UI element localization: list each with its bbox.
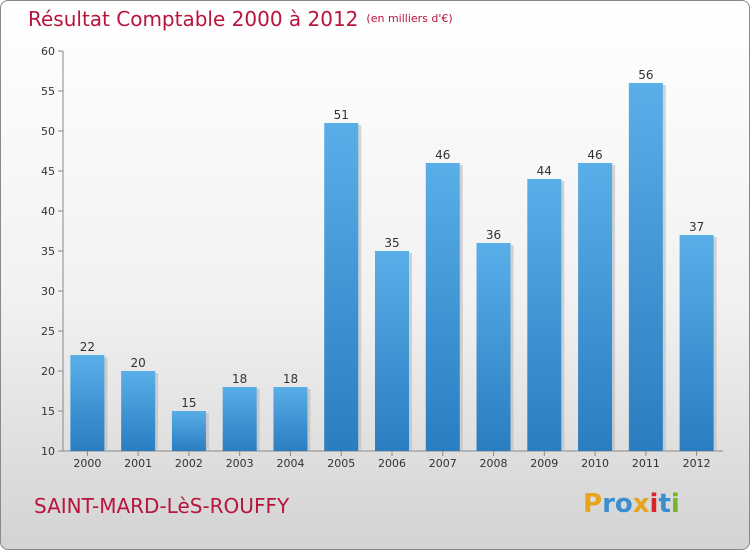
y-tick-label: 15 <box>41 405 55 418</box>
chart-subtitle: (en milliers d'€) <box>366 12 453 25</box>
bar-value-label: 22 <box>80 340 95 354</box>
y-tick-label: 35 <box>41 245 55 258</box>
y-tick-label: 30 <box>41 285 55 298</box>
logo-letter: r <box>602 489 615 519</box>
bar-value-label: 46 <box>435 148 450 162</box>
bar <box>121 371 156 451</box>
bar <box>527 179 562 451</box>
logo-letter: t <box>658 489 671 519</box>
bar-value-label: 36 <box>486 228 501 242</box>
logo-letter: o <box>614 489 633 519</box>
x-tick-label: 2010 <box>581 457 609 470</box>
x-tick-label: 2004 <box>276 457 304 470</box>
logo-letter: i <box>649 489 659 519</box>
bar <box>273 387 308 451</box>
proxiti-logo[interactable]: Proxiti <box>583 489 680 519</box>
bar <box>679 235 714 451</box>
x-tick-label: 2000 <box>73 457 101 470</box>
chart-axes: 10 15 20 25 30 35 40 45 50 55 60 2000 2001 2002 2003 20… <box>41 45 723 470</box>
x-tick-label: 2011 <box>632 457 660 470</box>
x-tick-label: 2009 <box>530 457 558 470</box>
bar-value-label: 18 <box>283 372 298 386</box>
logo-letter: x <box>632 489 650 519</box>
bar-value-label: 18 <box>232 372 247 386</box>
bar <box>171 411 206 451</box>
bar <box>628 83 663 451</box>
bar-value-label: 37 <box>689 220 704 234</box>
x-tick-label: 2006 <box>378 457 406 470</box>
bar-value-label: 46 <box>587 148 602 162</box>
bar-value-label: 44 <box>537 164 552 178</box>
y-tick-label: 20 <box>41 365 55 378</box>
x-tick-label: 2003 <box>226 457 254 470</box>
bar <box>375 251 409 451</box>
logo-letter: i <box>670 489 680 519</box>
logo-letter: P <box>583 489 603 519</box>
bar-value-label: 51 <box>334 108 349 122</box>
y-tick-label: 50 <box>41 125 55 138</box>
bar-value-label: 20 <box>131 356 146 370</box>
y-tick-label: 45 <box>41 165 55 178</box>
bar-value-label: 56 <box>638 68 653 82</box>
bar <box>70 355 105 451</box>
chart-title: Résultat Comptable 2000 à 2012 (en millie… <box>28 7 453 31</box>
chart-bars: 22 20 15 18 18 51 35 46 36 44 46 56 37 <box>70 68 717 451</box>
bar <box>425 163 460 451</box>
bar-value-label: 35 <box>384 236 399 250</box>
commune-name: SAINT-MARD-LèS-ROUFFY <box>34 494 290 518</box>
bar <box>578 163 613 451</box>
x-tick-label: 2001 <box>124 457 152 470</box>
x-tick-label: 2002 <box>175 457 203 470</box>
y-tick-label: 55 <box>41 85 55 98</box>
bar-value-label: 15 <box>181 396 196 410</box>
x-tick-label: 2007 <box>429 457 457 470</box>
bar <box>222 387 257 451</box>
x-tick-label: 2005 <box>327 457 355 470</box>
x-tick-label: 2008 <box>480 457 508 470</box>
y-tick-label: 60 <box>41 45 55 58</box>
y-tick-label: 10 <box>41 445 55 458</box>
bar <box>476 243 511 451</box>
title-text: Résultat Comptable 2000 à 2012 <box>28 7 359 31</box>
bar <box>324 123 359 451</box>
y-tick-label: 40 <box>41 205 55 218</box>
x-tick-label: 2012 <box>683 457 711 470</box>
y-tick-label: 25 <box>41 325 55 338</box>
